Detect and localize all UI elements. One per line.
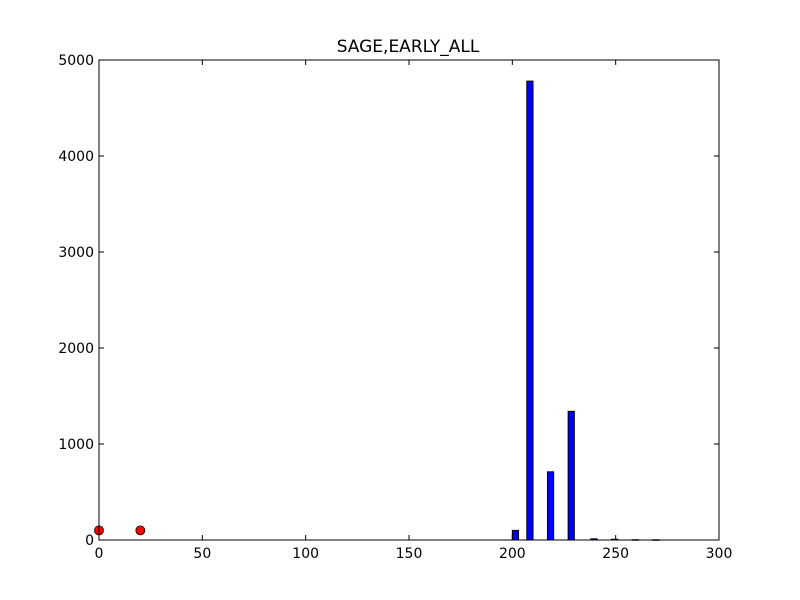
bar-1 [526,80,534,541]
bar-2 [546,471,555,541]
x-tick-label-0: 0 [95,546,104,562]
x-tick-label-250: 250 [602,546,629,562]
x-tick-label-50: 50 [193,546,211,562]
y-tick-label-4000: 4000 [58,149,94,165]
y-tick-label-5000: 5000 [58,53,94,69]
bar-0 [511,529,520,541]
x-tick-label-200: 200 [499,546,526,562]
y-tick-label-3000: 3000 [58,245,94,261]
x-tick-label-100: 100 [292,546,319,562]
bar-3 [567,410,575,541]
x-tick-label-150: 150 [396,546,423,562]
y-tick-label-1000: 1000 [58,437,94,453]
scatter-point-1 [135,525,146,536]
chart-title: SAGE,EARLY_ALL [337,37,480,57]
y-tick-label-2000: 2000 [58,341,94,357]
plot-frame [98,59,720,541]
x-tick-label-300: 300 [706,546,733,562]
y-tick-label-0: 0 [85,533,94,549]
